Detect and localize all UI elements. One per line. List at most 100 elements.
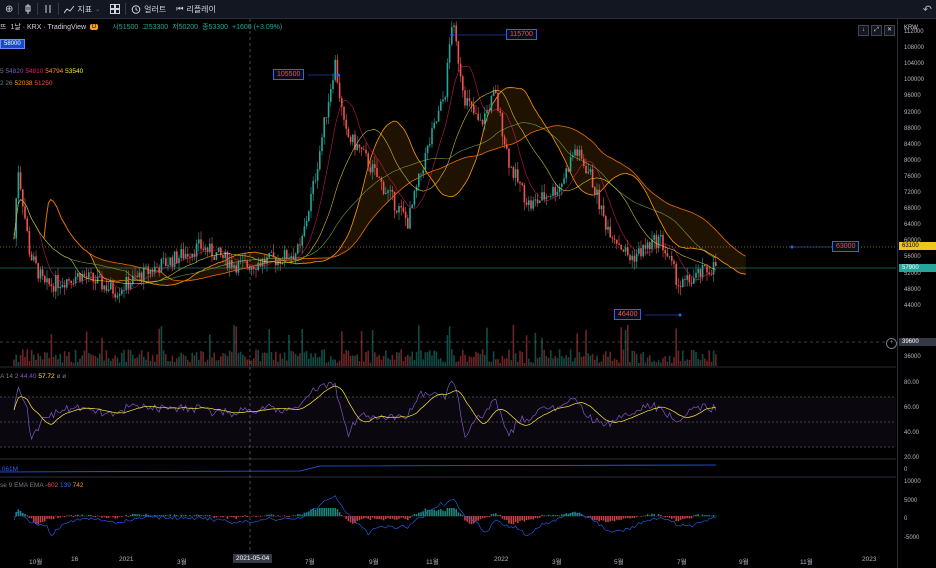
volume-bar: [523, 362, 526, 366]
rsi-legend[interactable]: A 14 2 44.40 57.72 ø ø: [0, 373, 66, 380]
candle-body: [521, 183, 523, 186]
replay-button[interactable]: ⏮ 리플레이: [171, 0, 221, 18]
volume-bar: [677, 350, 680, 366]
symbol-legend[interactable]: 뜨 1날 · KRX · TradingView D 시51500 고53300…: [0, 22, 282, 32]
macd-bar: [52, 516, 55, 520]
volume-bar: [110, 360, 112, 366]
volume-bar: [510, 360, 512, 366]
macd-bar: [400, 516, 402, 518]
volume-bar: [609, 351, 611, 366]
macd-value-3: 742: [72, 482, 84, 489]
chart-canvas[interactable]: [0, 19, 896, 568]
volume-bar: [484, 354, 486, 366]
undo-button[interactable]: ↶: [923, 0, 932, 18]
layout-button[interactable]: [105, 0, 125, 18]
price-tick: 92000: [904, 109, 921, 116]
add-level-button[interactable]: +: [886, 338, 897, 349]
macd-bar: [319, 508, 321, 517]
macd-bar: [629, 516, 631, 519]
ichimoku-legend[interactable]: 2 26 52038 51250: [0, 80, 52, 87]
candle-body: [600, 205, 603, 210]
callout-right[interactable]: 63000: [832, 241, 860, 252]
candle-style-button[interactable]: [19, 0, 37, 18]
volume-bar: [468, 356, 471, 366]
volume-bar: [576, 333, 578, 366]
volume-bar: [501, 355, 504, 366]
candle-body: [250, 266, 253, 270]
candle-body: [235, 265, 237, 273]
volume-bar: [48, 357, 50, 366]
volume-bar: [415, 351, 418, 366]
volume-bar: [39, 356, 42, 366]
candle-body: [147, 266, 149, 274]
volume-bar: [156, 354, 158, 366]
ohlc-low: 저50200: [172, 24, 199, 31]
close-pane-button[interactable]: ✕: [884, 25, 895, 36]
callout-mid[interactable]: 105500: [273, 69, 305, 80]
candle-body: [259, 262, 262, 267]
candle-body: [167, 265, 169, 266]
volume-bar: [558, 349, 561, 366]
macd-bar: [129, 515, 132, 517]
price-axis[interactable]: KRW 112000 108000 104000 100000 96000 92000 88…: [897, 19, 936, 568]
volume-bar: [354, 355, 356, 366]
candle-body: [198, 239, 200, 244]
maximize-button[interactable]: ⤢: [871, 25, 882, 36]
macd-bar: [682, 516, 684, 519]
volume-bar: [396, 352, 398, 366]
price-tick: 44000: [904, 302, 921, 309]
crosshair-date-label: 2021-05-04: [233, 554, 273, 563]
candle-body: [701, 265, 704, 278]
volume-bar: [272, 360, 275, 366]
volume-bar: [426, 352, 429, 366]
volume-bar: [101, 337, 103, 366]
candle-body: [129, 284, 132, 289]
macd-bar: [446, 508, 449, 517]
macd-bar: [24, 514, 26, 517]
candle-body: [277, 259, 279, 266]
price-tick: 36000: [904, 354, 921, 360]
callout-high[interactable]: 115700: [506, 29, 537, 40]
macd-bar: [389, 516, 391, 519]
obv-legend[interactable]: .061M: [0, 466, 18, 473]
macd-bar: [330, 508, 332, 517]
scroll-down-button[interactable]: ↓: [858, 25, 869, 36]
candle-body: [596, 189, 598, 195]
volume-bar: [541, 337, 543, 366]
volume-bar: [638, 362, 640, 366]
volume-bar: [180, 352, 182, 366]
callout-low[interactable]: 46400: [614, 309, 642, 320]
volume-bar: [165, 354, 167, 366]
macd-bar: [253, 515, 255, 517]
candle-body: [308, 211, 310, 222]
indicators-button[interactable]: 지표 ⌄: [59, 0, 105, 18]
volume-bar: [13, 359, 15, 366]
volume-bar: [129, 350, 132, 366]
price-tick: 108000: [904, 45, 925, 52]
rsi-line: [13, 380, 717, 441]
volume-badge[interactable]: 58000: [0, 39, 25, 49]
volume-bar: [55, 354, 57, 366]
volume-bar: [264, 352, 266, 366]
macd-bar: [437, 509, 440, 517]
macd-bar: [558, 515, 561, 517]
candle-body: [173, 251, 176, 267]
add-symbol-button[interactable]: ⊕: [0, 0, 18, 18]
candle-body: [13, 238, 15, 239]
plus-icon: +: [889, 339, 894, 346]
compare-button[interactable]: [38, 0, 58, 18]
candle-body: [354, 134, 356, 151]
macd-legend[interactable]: se 9 EMA EMA -602 139 742: [0, 482, 84, 489]
macd-bar: [180, 515, 182, 517]
ma-legend[interactable]: 5 54820 54810 54794 53540: [0, 68, 83, 75]
volume-bar: [226, 355, 229, 366]
time-axis[interactable]: 10월 16 2021 3월 2021-05-04 7월 9월 11월 2022 3월 5월 7월 9월…: [0, 553, 896, 568]
candle-body: [424, 153, 427, 171]
volume-bar: [657, 360, 660, 366]
macd-bar: [671, 516, 673, 519]
volume-bar: [629, 362, 631, 366]
volume-bar: [279, 353, 281, 366]
candle-body: [677, 284, 680, 286]
alert-button[interactable]: 얼러트: [126, 0, 171, 18]
candle-body: [554, 187, 556, 196]
